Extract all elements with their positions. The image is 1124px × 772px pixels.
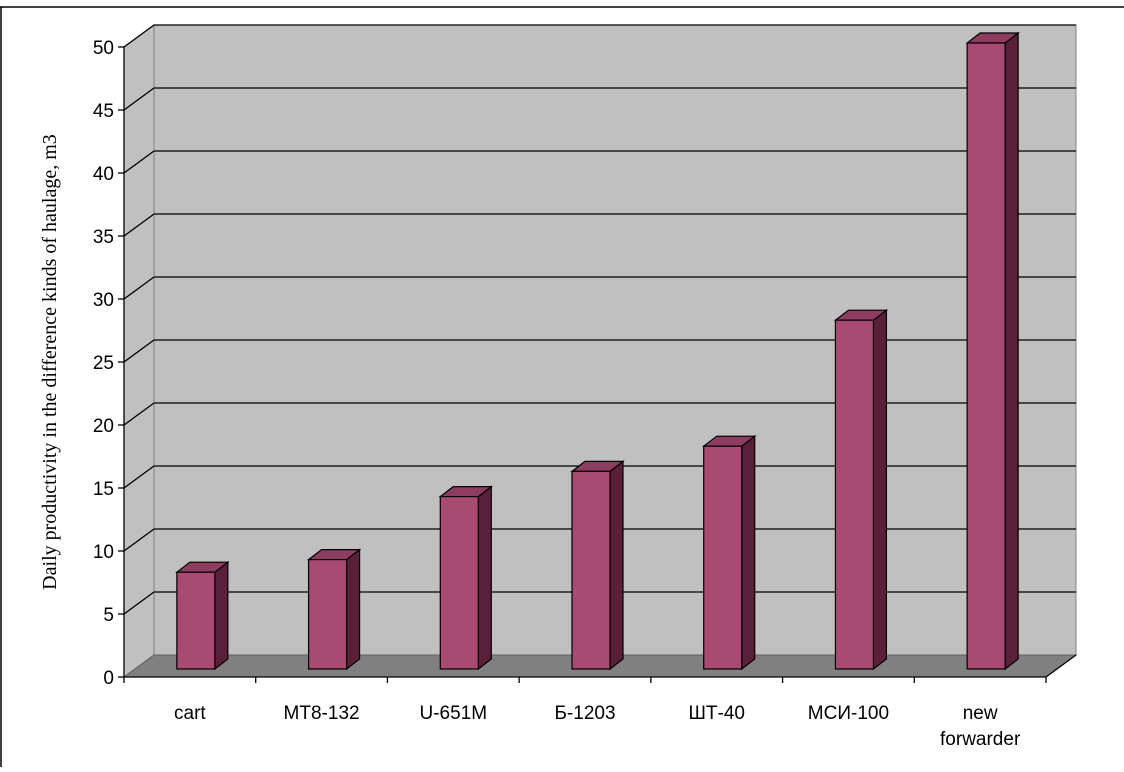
gridline-side	[123, 24, 155, 48]
gridline-side	[123, 87, 155, 111]
x-category-label: forwarder	[940, 729, 1021, 750]
axes	[118, 46, 1077, 683]
x-category-label: U-651M	[419, 703, 487, 724]
y-axis-label: Daily productivity in the difference kin…	[39, 134, 61, 590]
bar-side	[872, 308, 888, 671]
gridlines	[123, 24, 1076, 615]
bar	[307, 558, 348, 670]
bar	[176, 571, 216, 670]
y-tick-label: 0	[103, 668, 114, 689]
y-tick-label: 10	[93, 542, 114, 563]
x-category-label: МСИ-100	[808, 703, 889, 724]
gridline-side	[123, 339, 155, 363]
bar-side	[345, 548, 361, 671]
y-tick-label: 45	[93, 101, 114, 122]
y-tick-label: 50	[93, 38, 114, 59]
gridline-side	[123, 528, 155, 552]
bar	[834, 319, 875, 670]
y-tick-label: 15	[93, 479, 114, 500]
labels: 0 5 10 15 20 25 30 35 40 45 50 cart MT8-132 U-651M Б-1…	[93, 38, 1021, 750]
gridline-side	[123, 402, 155, 426]
bar	[966, 42, 1006, 670]
bar-side	[477, 485, 492, 671]
gridline-side	[123, 150, 155, 174]
bar-side	[1004, 31, 1019, 671]
bar	[439, 496, 479, 670]
bar	[571, 470, 611, 670]
gridline-side	[123, 591, 155, 615]
bar	[703, 445, 743, 670]
gridline-side	[123, 213, 155, 237]
y-tick-label: 40	[93, 164, 114, 185]
x-category-label: cart	[174, 703, 206, 724]
bar-side	[741, 434, 756, 671]
x-category-label: Б-1203	[554, 703, 615, 724]
x-category-label: ШТ-40	[688, 703, 744, 724]
gridline-side	[123, 465, 155, 489]
x-axis-depth-edge	[1045, 654, 1077, 678]
y-tick-label: 5	[103, 605, 114, 626]
y-tick-label: 35	[93, 227, 114, 248]
y-tick-label: 30	[93, 290, 114, 311]
bars	[175, 31, 1020, 671]
bar-side	[609, 460, 624, 671]
x-category-label: new	[963, 703, 998, 724]
bar-side	[214, 560, 229, 671]
x-category-label: MT8-132	[284, 703, 360, 724]
y-tick-label: 25	[93, 353, 114, 374]
gridline-side	[123, 276, 155, 300]
y-tick-label: 20	[93, 416, 114, 437]
